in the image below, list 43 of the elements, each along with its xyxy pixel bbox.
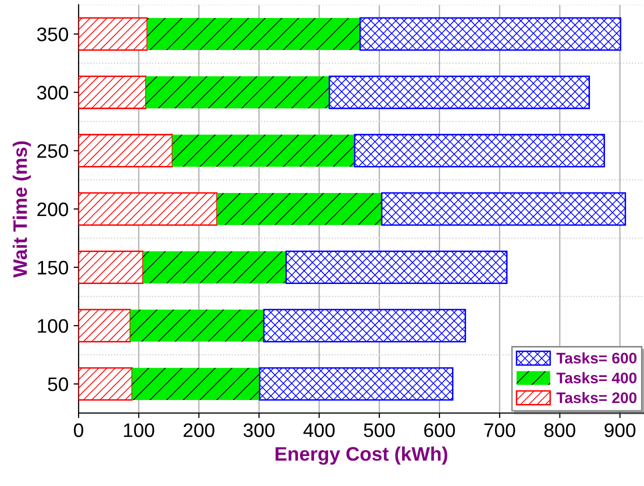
bar [78, 17, 148, 51]
x-tick-label: 200 [184, 423, 214, 438]
bar [78, 134, 174, 168]
bar [285, 250, 508, 284]
bar [78, 192, 218, 226]
legend-label: Tasks= 200 [556, 392, 637, 404]
legend-label: Tasks= 400 [556, 372, 637, 384]
bar [328, 76, 590, 110]
y-tick-label: 200 [37, 202, 68, 216]
bar [216, 192, 382, 226]
x-axis-title: Energy Cost (kWh) [276, 446, 448, 465]
bar [172, 134, 355, 167]
y-axis-title: Wait Time (ms) [12, 141, 31, 278]
bar [78, 367, 133, 401]
y-tick-label: 350 [37, 27, 68, 42]
y-tick-label: 250 [37, 144, 68, 158]
x-tick-label: 100 [124, 423, 154, 438]
x-tick-label: 400 [303, 423, 335, 438]
bar [147, 18, 360, 50]
bar [359, 17, 622, 51]
y-tick-label: 300 [37, 86, 68, 100]
x-tick-label: 600 [424, 423, 455, 438]
bar [381, 192, 626, 226]
x-tick-label: 0 [74, 423, 84, 438]
y-tick-label: 150 [38, 260, 68, 275]
bar [130, 310, 264, 342]
x-tick-label: 300 [244, 423, 274, 438]
bar [354, 134, 605, 168]
bar [132, 368, 260, 400]
y-tick-label: 50 [48, 377, 68, 392]
bar [263, 308, 466, 342]
y-tick-label: 100 [38, 319, 68, 333]
legend-label: Tasks= 600 [556, 352, 637, 364]
x-tick-label: 900 [604, 423, 636, 438]
bar [142, 251, 286, 284]
bar [146, 76, 330, 108]
bar [78, 308, 131, 342]
bar [78, 76, 147, 110]
x-tick-label: 500 [364, 423, 395, 438]
x-tick-label: 800 [544, 423, 576, 438]
bar [258, 367, 454, 401]
bar [78, 250, 144, 284]
x-tick-label: 700 [484, 423, 516, 438]
